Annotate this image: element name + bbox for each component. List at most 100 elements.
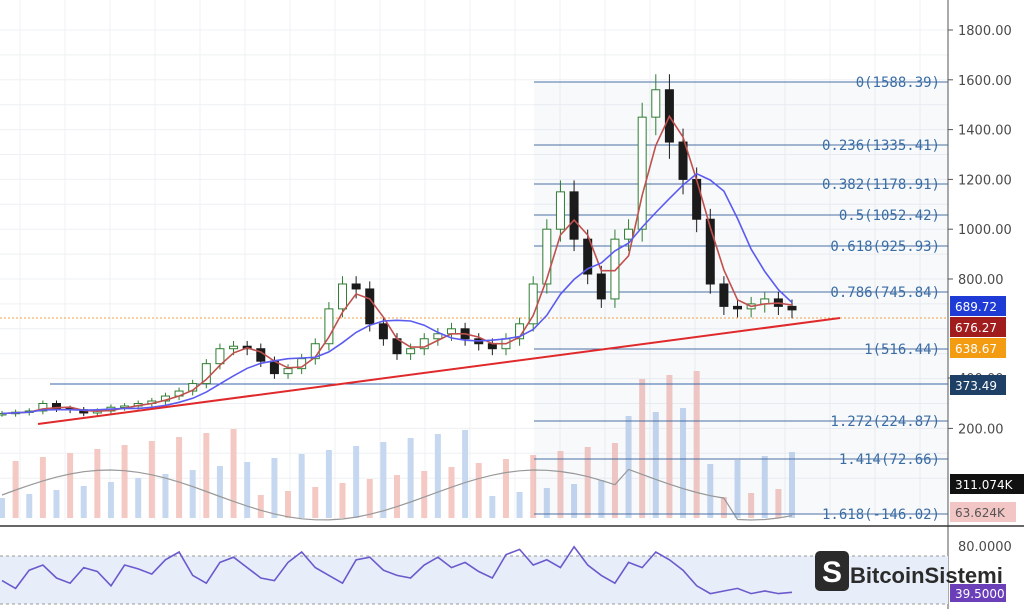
price-tag-676.27 <box>950 317 1006 337</box>
volume-bar <box>789 452 795 518</box>
y-tick-label: 800.00 <box>958 273 1004 288</box>
volume-bar <box>394 475 400 518</box>
volume-bar <box>598 480 605 518</box>
candle-body <box>433 333 443 340</box>
volume-bar <box>135 478 142 518</box>
candle-body <box>787 305 797 311</box>
rsi-band <box>0 556 948 604</box>
candle-body <box>733 305 743 310</box>
volume-bar <box>244 462 251 518</box>
volume-bar <box>680 408 687 518</box>
candle-body <box>569 191 579 240</box>
volume-bar <box>557 451 564 518</box>
candle-body <box>624 228 634 240</box>
fibonacci-levels: 0(1588.39) 0.236(1335.41) 0.382(1178.91) 0.… <box>534 75 948 523</box>
y-tick-label: 1200.00 <box>958 173 1012 188</box>
volume-bar <box>325 450 332 518</box>
candle-body <box>542 228 552 285</box>
bitcoinsistemi-logo: S BitcoinSistemi <box>815 551 1003 591</box>
volume-bar <box>203 433 210 518</box>
volume-bar <box>462 430 469 518</box>
volume-bar <box>434 434 441 518</box>
volume-bar <box>67 453 74 518</box>
volume-bar <box>285 491 292 518</box>
volume-bar <box>516 492 523 518</box>
candle-body <box>555 191 565 230</box>
candle-body <box>378 323 388 340</box>
candle-body <box>678 141 688 180</box>
price-tag-638.67 <box>950 338 1006 358</box>
volume-bar <box>489 496 496 518</box>
fib-zone <box>534 82 948 514</box>
price-tags: 689.72 676.27 638.67 373.49 311.074K 63.624K <box>950 296 1024 522</box>
candle-body <box>338 283 348 310</box>
candle-body <box>651 89 661 118</box>
volume-tag-label: 311.074K <box>955 478 1014 492</box>
candle-body <box>719 283 729 307</box>
volume-bar <box>707 464 714 518</box>
volume-bar <box>543 488 550 518</box>
volume-bar <box>761 456 768 518</box>
volume-bar <box>271 458 278 518</box>
rsi-tick-label: 80.0000 <box>958 540 1012 555</box>
price-tag-label: 373.49 <box>955 379 997 393</box>
candle-body <box>38 403 48 412</box>
price-tag-label: 689.72 <box>955 300 997 314</box>
candle-body <box>583 238 593 275</box>
volume-bar <box>448 467 455 518</box>
volume-bar <box>0 498 5 518</box>
y-tick-label: 1400.00 <box>958 124 1012 139</box>
candle-body <box>406 348 416 355</box>
volume-bar <box>26 494 33 518</box>
candle-body <box>229 345 239 350</box>
candle-body <box>419 338 429 350</box>
volume-bar <box>775 489 782 518</box>
volume-bar <box>107 482 114 518</box>
fib-label-1.618: 1.618(-146.02) <box>822 507 940 523</box>
volume-bar <box>80 486 87 518</box>
volume-bar <box>353 446 360 518</box>
candle-body <box>365 288 375 325</box>
fib-label-1.272: 1.272(224.87) <box>830 414 940 430</box>
y-tick-label: 200.00 <box>958 422 1004 437</box>
volume-bar <box>421 471 428 518</box>
volume-bar <box>530 455 537 518</box>
moving-averages <box>1 114 793 415</box>
volume-tag-label: 63.624K <box>955 506 1006 520</box>
volume-bar <box>720 497 727 518</box>
rsi-value-label: 39.5000 <box>955 587 1005 601</box>
volume-bar <box>148 441 155 518</box>
volume-bar <box>312 487 319 518</box>
candle-body <box>528 283 538 325</box>
fib-label-0.382: 0.382(1178.91) <box>822 177 940 193</box>
volume-bar <box>571 484 578 518</box>
volume-bar <box>94 449 101 518</box>
watermark-text: BitcoinSistemi <box>850 563 1003 588</box>
volume-bar <box>734 460 741 518</box>
volume-bar <box>407 438 414 518</box>
fib-label-0.236: 0.236(1335.41) <box>822 138 940 154</box>
volume-tag-bg <box>950 502 1016 522</box>
rsi-line <box>1 545 793 595</box>
volume-tag-bg <box>950 474 1024 494</box>
volume-bar <box>162 474 169 518</box>
volume-bar <box>693 371 700 518</box>
fib-label-1.414: 1.414(72.66) <box>839 452 940 468</box>
y-tick-label: 1000.00 <box>958 223 1012 238</box>
fib-label-1: 1(516.44) <box>864 342 940 358</box>
fib-label-0: 0(1588.39) <box>856 75 940 91</box>
volume-bar <box>666 375 673 518</box>
volume-bar <box>176 437 183 518</box>
volume-bar <box>502 459 509 518</box>
volume-average-line <box>1 468 793 521</box>
y-tick-label: 1800.00 <box>958 24 1012 39</box>
fib-label-0.5: 0.5(1052.42) <box>839 208 940 224</box>
svg-text:S: S <box>822 556 842 589</box>
rsi-value-tag <box>950 584 1006 602</box>
candlestick-series <box>0 74 797 417</box>
price-tag-label: 676.27 <box>955 321 997 335</box>
volume-ma-line <box>1 468 793 521</box>
candle-body <box>201 363 211 385</box>
price-axis: 1800.00 1600.00 1400.00 1200.00 1000.00 800.0… <box>948 24 1012 437</box>
